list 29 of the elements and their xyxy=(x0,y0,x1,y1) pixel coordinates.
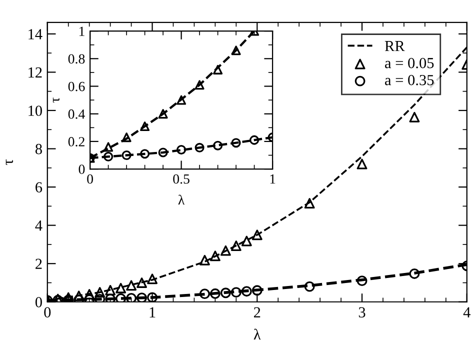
y-tick-label: 14 xyxy=(28,29,42,40)
x-tick-label: 3 xyxy=(358,307,366,318)
legend-label: RR xyxy=(384,41,405,52)
y-tick-label: 6 xyxy=(36,182,42,192)
y-tick-label: 0 xyxy=(78,164,85,174)
x-tick-label: 0 xyxy=(87,174,94,184)
y-tick-label: 0 xyxy=(35,297,42,308)
y-tick-label: 0.4 xyxy=(68,109,85,119)
y-tick-label: 4 xyxy=(35,220,42,231)
y-tick-label: 2 xyxy=(36,258,42,269)
y-tick-label: 1 xyxy=(79,26,84,36)
y-tick-label: 8 xyxy=(35,144,42,154)
legend-label: a = 0.05 xyxy=(385,58,434,68)
x-tick-label: 1 xyxy=(270,174,276,184)
x-tick-label: 2 xyxy=(254,307,260,318)
y-tick-label: 12 xyxy=(28,67,42,78)
y-tick-label: 0.2 xyxy=(68,137,84,146)
x-tick-label: 0 xyxy=(44,307,51,318)
x-tick-label: 0.5 xyxy=(173,174,190,184)
x-axis-title: λ xyxy=(178,194,185,204)
y-tick-label: 0.6 xyxy=(68,82,85,92)
y-tick-label: 0.8 xyxy=(68,54,85,64)
y-axis-title: τ xyxy=(52,98,60,103)
x-axis-title: λ xyxy=(254,328,261,340)
legend-label: a = 0.35 xyxy=(385,74,434,86)
y-tick-label: 10 xyxy=(28,106,42,116)
y-axis-title: τ xyxy=(6,159,14,165)
x-tick-label: 1 xyxy=(150,307,156,318)
x-tick-label: 4 xyxy=(463,307,470,318)
